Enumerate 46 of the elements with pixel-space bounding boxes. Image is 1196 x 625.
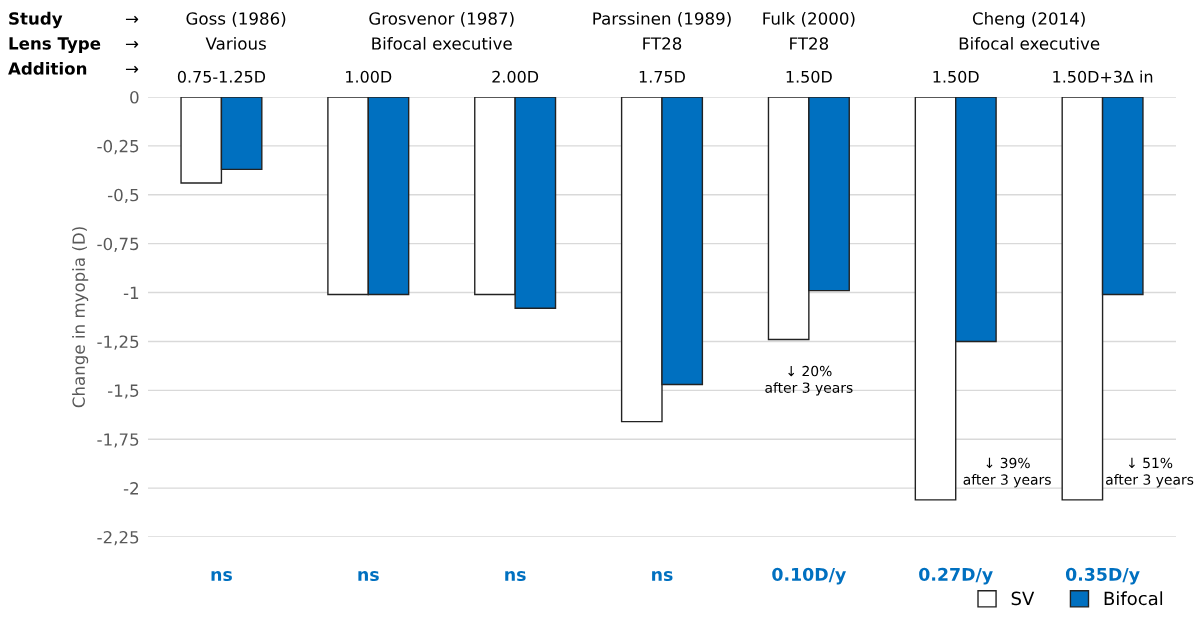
y-tick-label: -0,25 (97, 139, 139, 155)
text: Bifocal executive (372, 36, 512, 50)
text: Goss (1986) (186, 11, 286, 27)
x-tick-label: 1.50D (933, 70, 979, 83)
y-tick-label: -1,25 (97, 335, 139, 350)
annotation: ↓ 20% after 3 years (765, 365, 853, 396)
x-tick-label: 2.00D (492, 70, 539, 83)
y-tick-label: -2,25 (97, 530, 139, 546)
text: Fulk (2000) (763, 11, 855, 27)
y-tick-label: 0 (130, 90, 139, 104)
text: → (125, 40, 139, 48)
y-tick-label: -0,75 (97, 237, 139, 252)
text: ns (505, 571, 526, 582)
text: Addition (8, 61, 87, 75)
y-axis-title: Change in myopia (D) (72, 227, 89, 408)
text: Various (205, 36, 266, 50)
y-tick-label: -0,5 (107, 188, 139, 204)
x-tick-label: 1.50D+3Δ in (1053, 70, 1153, 83)
annotation: ↓ 51% after 3 years (1106, 457, 1194, 488)
text: Parssinen (1989) (593, 11, 731, 27)
text: Bifocal executive (959, 36, 1100, 50)
x-tick-label: 1.50D (786, 70, 832, 83)
text: Cheng (2014) (972, 11, 1085, 29)
text: → (125, 65, 139, 73)
text: FT28 (790, 37, 829, 50)
y-tick-label: -1 (123, 286, 139, 299)
text: FT28 (643, 37, 682, 50)
text: Study (9, 11, 63, 29)
text: ns (211, 571, 232, 582)
annotation: ↓ 39% after 3 years (963, 457, 1051, 488)
text: Grosvenor (1987) (369, 11, 514, 27)
text: 0.10D/y (772, 567, 846, 585)
y-tick-label: -2 (123, 482, 138, 495)
text: 0.35D/y (1065, 567, 1140, 585)
x-tick-label: 0.75-1.25D (177, 70, 266, 83)
x-tick-label: 1.00D (346, 70, 392, 83)
text: 0.27D/y (919, 567, 993, 585)
legend-label: SV (1011, 591, 1035, 606)
text: ns (358, 571, 379, 582)
y-tick-label: -1,5 (107, 384, 139, 399)
x-tick-label: 1.75D (639, 70, 685, 83)
text: Lens Type (9, 37, 101, 54)
text: ns (652, 571, 673, 582)
legend-label: Bifocal (1104, 591, 1163, 606)
y-tick-label: -1,75 (97, 433, 139, 448)
text: → (125, 15, 139, 23)
